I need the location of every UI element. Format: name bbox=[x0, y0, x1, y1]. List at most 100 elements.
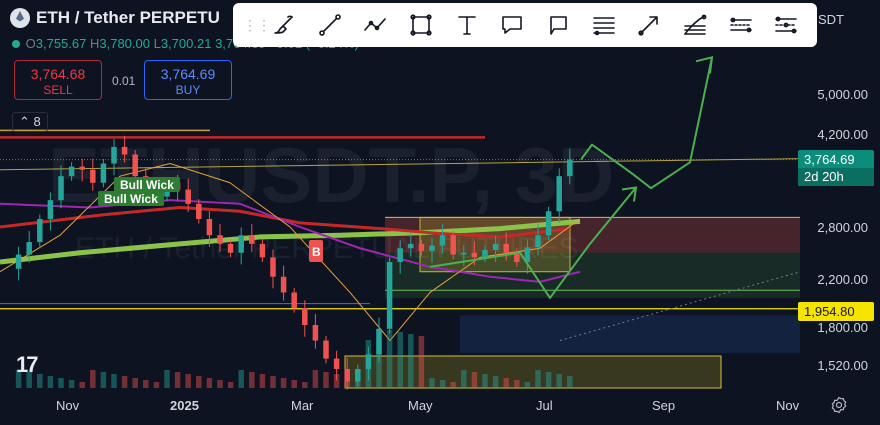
candle-body bbox=[249, 235, 255, 244]
spread-value: 0.01 bbox=[112, 74, 136, 88]
blue-zone bbox=[460, 315, 800, 353]
volume-bar bbox=[556, 374, 562, 388]
volume-bar bbox=[249, 372, 255, 388]
volume-bar bbox=[291, 380, 297, 388]
x-tick-label: Jul bbox=[536, 398, 553, 413]
candle-body bbox=[567, 159, 573, 177]
candle-body bbox=[90, 169, 96, 183]
ma-200-line bbox=[0, 218, 581, 265]
projection-path-lower bbox=[429, 186, 637, 299]
symbol-title[interactable]: ETH / Tether PERPETU bbox=[10, 8, 220, 28]
volume-bar bbox=[408, 334, 414, 388]
candle-body bbox=[291, 292, 297, 309]
arrow-icon[interactable] bbox=[634, 10, 664, 40]
y-tick-label: 4,200.00 bbox=[817, 127, 868, 142]
volume-bar bbox=[376, 342, 382, 388]
candle-body bbox=[121, 146, 128, 155]
regression-trend-icon[interactable] bbox=[771, 10, 801, 40]
indicators-count: 8 bbox=[33, 114, 41, 129]
candle-body bbox=[450, 235, 456, 255]
ohlc-low: 3,700.21 bbox=[160, 36, 212, 51]
candle-body bbox=[344, 369, 350, 382]
note-icon[interactable] bbox=[543, 10, 573, 40]
rectangle-icon[interactable] bbox=[406, 10, 436, 40]
volume-bar bbox=[58, 378, 64, 388]
volume-bar bbox=[450, 382, 456, 388]
parallel-channel-icon[interactable] bbox=[726, 10, 756, 40]
x-tick-label: 2025 bbox=[170, 398, 199, 413]
candle-body bbox=[333, 358, 340, 370]
ohlc-low-label: L bbox=[153, 36, 161, 51]
volume-bar bbox=[492, 376, 499, 388]
volume-bar bbox=[90, 370, 96, 388]
svg-text:B: B bbox=[312, 245, 321, 259]
candle-body bbox=[196, 203, 202, 219]
candle-body bbox=[556, 176, 562, 212]
candle-body bbox=[492, 243, 499, 251]
candle-body bbox=[312, 325, 319, 341]
candle-body bbox=[47, 200, 54, 219]
polyline-icon[interactable] bbox=[360, 10, 390, 40]
drawing-toolbar: ⋮⋮ bbox=[233, 3, 817, 47]
svg-text:Bull Wick: Bull Wick bbox=[120, 178, 174, 192]
candle-body bbox=[376, 328, 382, 355]
trend-line-icon[interactable] bbox=[315, 10, 345, 40]
volume-bar bbox=[47, 376, 54, 388]
y-tick-label: 1,520.00 bbox=[817, 358, 868, 373]
ohlc-open: 3,755.67 bbox=[35, 36, 87, 51]
horizontal-lines-icon[interactable] bbox=[589, 10, 619, 40]
volume-bar bbox=[302, 382, 308, 388]
candle-body bbox=[132, 154, 138, 177]
tradingview-logo: 17 bbox=[16, 352, 39, 377]
candle-body bbox=[217, 235, 223, 244]
indicators-toggle[interactable]: ⌃ 8 bbox=[12, 112, 48, 132]
brush-icon[interactable] bbox=[269, 10, 299, 40]
volume-bar bbox=[15, 370, 22, 388]
candle-body bbox=[68, 166, 75, 177]
volume-bar bbox=[524, 382, 531, 388]
last-price: 3,764.69 bbox=[804, 152, 855, 167]
eth-logo-icon bbox=[10, 8, 30, 28]
candle-body bbox=[429, 245, 435, 251]
volume-bar bbox=[37, 374, 43, 388]
candle-body bbox=[270, 257, 276, 277]
volume-bar bbox=[567, 376, 573, 388]
candle-body bbox=[408, 243, 414, 249]
volume-bar bbox=[185, 374, 191, 388]
fib-retracement-icon[interactable] bbox=[680, 10, 710, 40]
candle-body bbox=[397, 248, 403, 263]
candle-body bbox=[111, 146, 117, 164]
volume-bar bbox=[217, 380, 223, 388]
sell-label: SELL bbox=[43, 83, 73, 97]
chevron-up-icon: ⌃ bbox=[19, 114, 30, 129]
volume-bar bbox=[26, 372, 32, 388]
candle-body bbox=[58, 176, 64, 201]
volume-bar bbox=[206, 378, 213, 388]
drag-handle-icon[interactable]: ⋮⋮ bbox=[243, 17, 271, 33]
symbol-name: ETH / Tether PERPETU bbox=[36, 8, 220, 27]
volume-bar bbox=[79, 382, 85, 388]
ohlc-high: 3,780.00 bbox=[99, 36, 150, 51]
candle-body bbox=[386, 262, 393, 329]
buy-button[interactable]: 3,764.69 BUY bbox=[144, 60, 232, 100]
sell-price: 3,764.68 bbox=[30, 66, 86, 82]
candle-body bbox=[227, 243, 234, 253]
text-icon[interactable] bbox=[452, 10, 482, 40]
candle-body bbox=[206, 218, 213, 236]
bar-countdown: 2d 20h bbox=[798, 168, 874, 186]
candle-body bbox=[302, 308, 308, 326]
x-tick-label: Nov bbox=[56, 398, 80, 413]
candle-body bbox=[482, 250, 488, 258]
volume-bar bbox=[270, 376, 276, 388]
volume-bar bbox=[280, 378, 287, 388]
level-price-badge: 1,954.80 bbox=[798, 302, 874, 321]
sell-button[interactable]: 3,764.68 SELL bbox=[14, 60, 102, 100]
candle-body bbox=[15, 254, 22, 269]
settings-gear-icon[interactable] bbox=[830, 396, 848, 414]
volume-bar bbox=[259, 374, 266, 388]
y-tick-label: 2,200.00 bbox=[817, 272, 868, 287]
volume-bar bbox=[68, 380, 75, 388]
callout-icon[interactable] bbox=[497, 10, 527, 40]
candle-body bbox=[461, 252, 467, 255]
